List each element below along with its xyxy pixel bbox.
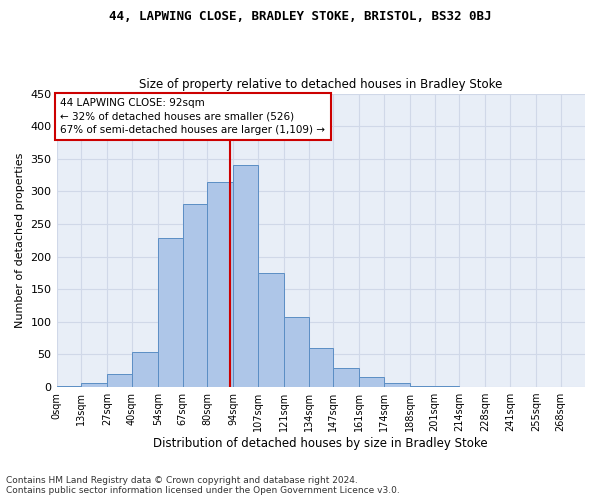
Bar [132, 352, 158, 387]
Bar [182, 204, 207, 387]
Bar [410, 386, 434, 387]
Bar [207, 182, 233, 387]
Bar [107, 374, 132, 387]
Bar [81, 383, 107, 387]
Bar [333, 368, 359, 387]
Bar [158, 238, 182, 387]
Bar [56, 386, 81, 387]
Bar [233, 166, 258, 387]
Bar [258, 273, 284, 387]
Y-axis label: Number of detached properties: Number of detached properties [15, 152, 25, 328]
Text: 44, LAPWING CLOSE, BRADLEY STOKE, BRISTOL, BS32 0BJ: 44, LAPWING CLOSE, BRADLEY STOKE, BRISTO… [109, 10, 491, 23]
Text: 44 LAPWING CLOSE: 92sqm
← 32% of detached houses are smaller (526)
67% of semi-d: 44 LAPWING CLOSE: 92sqm ← 32% of detache… [61, 98, 325, 134]
Text: Contains HM Land Registry data © Crown copyright and database right 2024.
Contai: Contains HM Land Registry data © Crown c… [6, 476, 400, 495]
X-axis label: Distribution of detached houses by size in Bradley Stoke: Distribution of detached houses by size … [154, 437, 488, 450]
Bar [359, 376, 384, 387]
Bar [384, 382, 410, 387]
Bar [434, 386, 459, 387]
Bar [308, 348, 333, 387]
Bar [284, 316, 308, 387]
Title: Size of property relative to detached houses in Bradley Stoke: Size of property relative to detached ho… [139, 78, 502, 91]
